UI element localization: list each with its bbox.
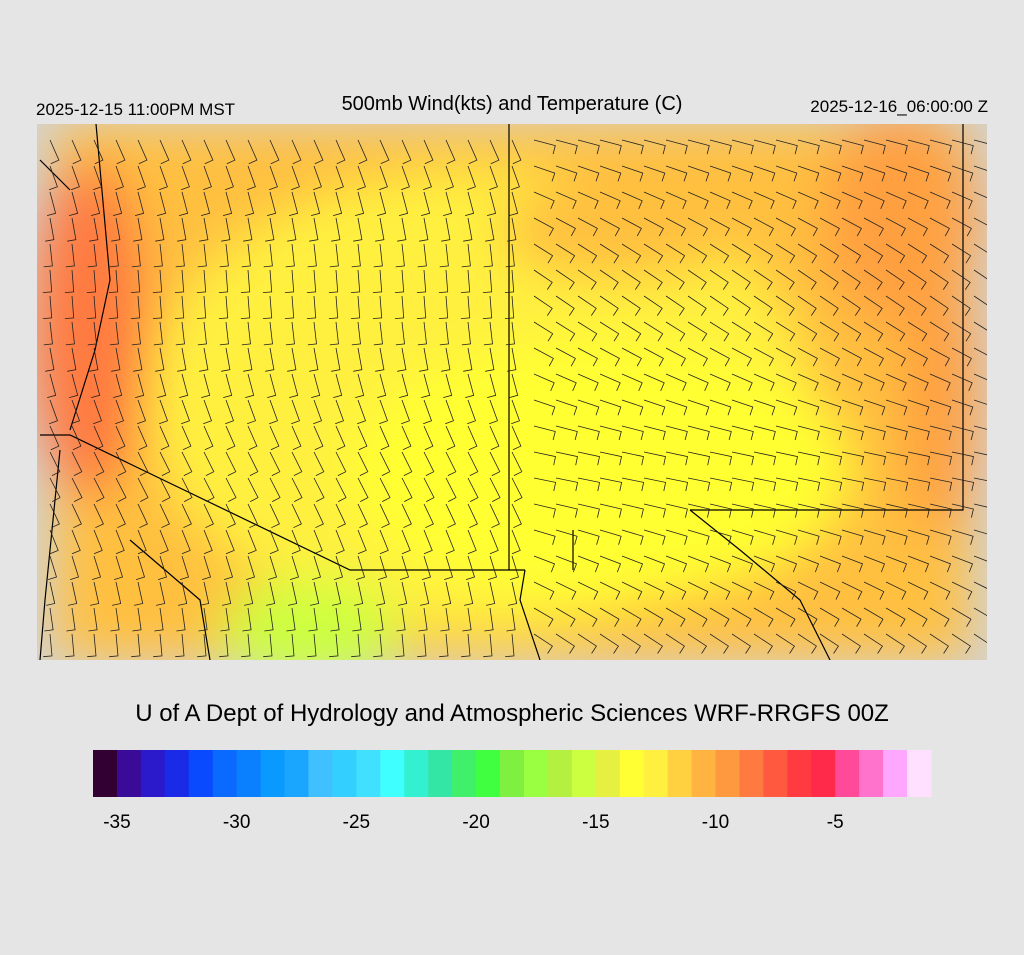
local-time: 2025-12-15 11:00PM MST — [36, 100, 235, 119]
color-cell — [715, 750, 740, 797]
color-cell — [859, 750, 884, 797]
color-cell — [619, 750, 645, 797]
state-borders — [39, 124, 964, 660]
color-cell — [907, 750, 932, 797]
map — [37, 124, 987, 660]
color-cell — [188, 750, 214, 797]
color-cell — [571, 750, 597, 797]
credit: U of A Dept of Hydrology and Atmospheric… — [135, 700, 889, 727]
color-cell — [667, 750, 693, 797]
color-cell — [787, 750, 812, 797]
color-cell — [763, 750, 788, 797]
color-cell — [284, 750, 309, 797]
colorbar-tick-label: -25 — [343, 812, 370, 833]
color-cell — [164, 750, 190, 797]
temperature-field — [37, 124, 980, 660]
color-cell — [811, 750, 836, 797]
colorbar: -35 -30 -25 -20 -15 -10 -5 — [93, 750, 932, 833]
colorbar-tick-label: -15 — [582, 812, 609, 833]
color-cell — [356, 750, 381, 797]
colorbar-tick-label: -30 — [223, 812, 250, 833]
color-cell — [739, 750, 764, 797]
colorbar-tick-label: -35 — [103, 812, 130, 833]
color-cell — [547, 750, 573, 797]
color-cell — [332, 750, 357, 797]
color-cell — [236, 750, 262, 797]
wind-barbs — [42, 139, 987, 658]
color-cell — [691, 750, 717, 797]
color-cell — [500, 750, 525, 797]
map-title: 500mb Wind(kts) and Temperature (C) — [342, 93, 683, 115]
colorbar-tick-label: -20 — [462, 812, 489, 833]
color-cell — [116, 750, 142, 797]
color-cell — [643, 750, 669, 797]
color-cell — [595, 750, 621, 797]
color-cell — [523, 750, 549, 797]
color-cell — [308, 750, 333, 797]
color-cell — [212, 750, 238, 797]
color-cell — [476, 750, 501, 797]
color-cell — [452, 750, 477, 797]
utc-time: 2025-12-16_06:00:00 Z — [810, 97, 988, 116]
color-cell — [835, 750, 860, 797]
color-cell — [404, 750, 429, 797]
colorbar-tick-label: -5 — [827, 812, 844, 833]
color-cell — [380, 750, 405, 797]
color-cell — [883, 750, 908, 797]
color-cell — [93, 750, 118, 797]
color-cell — [428, 750, 453, 797]
colorbar-tick-label: -10 — [702, 812, 729, 833]
color-cell — [140, 750, 166, 797]
barb-set — [42, 139, 987, 658]
color-cell — [260, 750, 286, 797]
